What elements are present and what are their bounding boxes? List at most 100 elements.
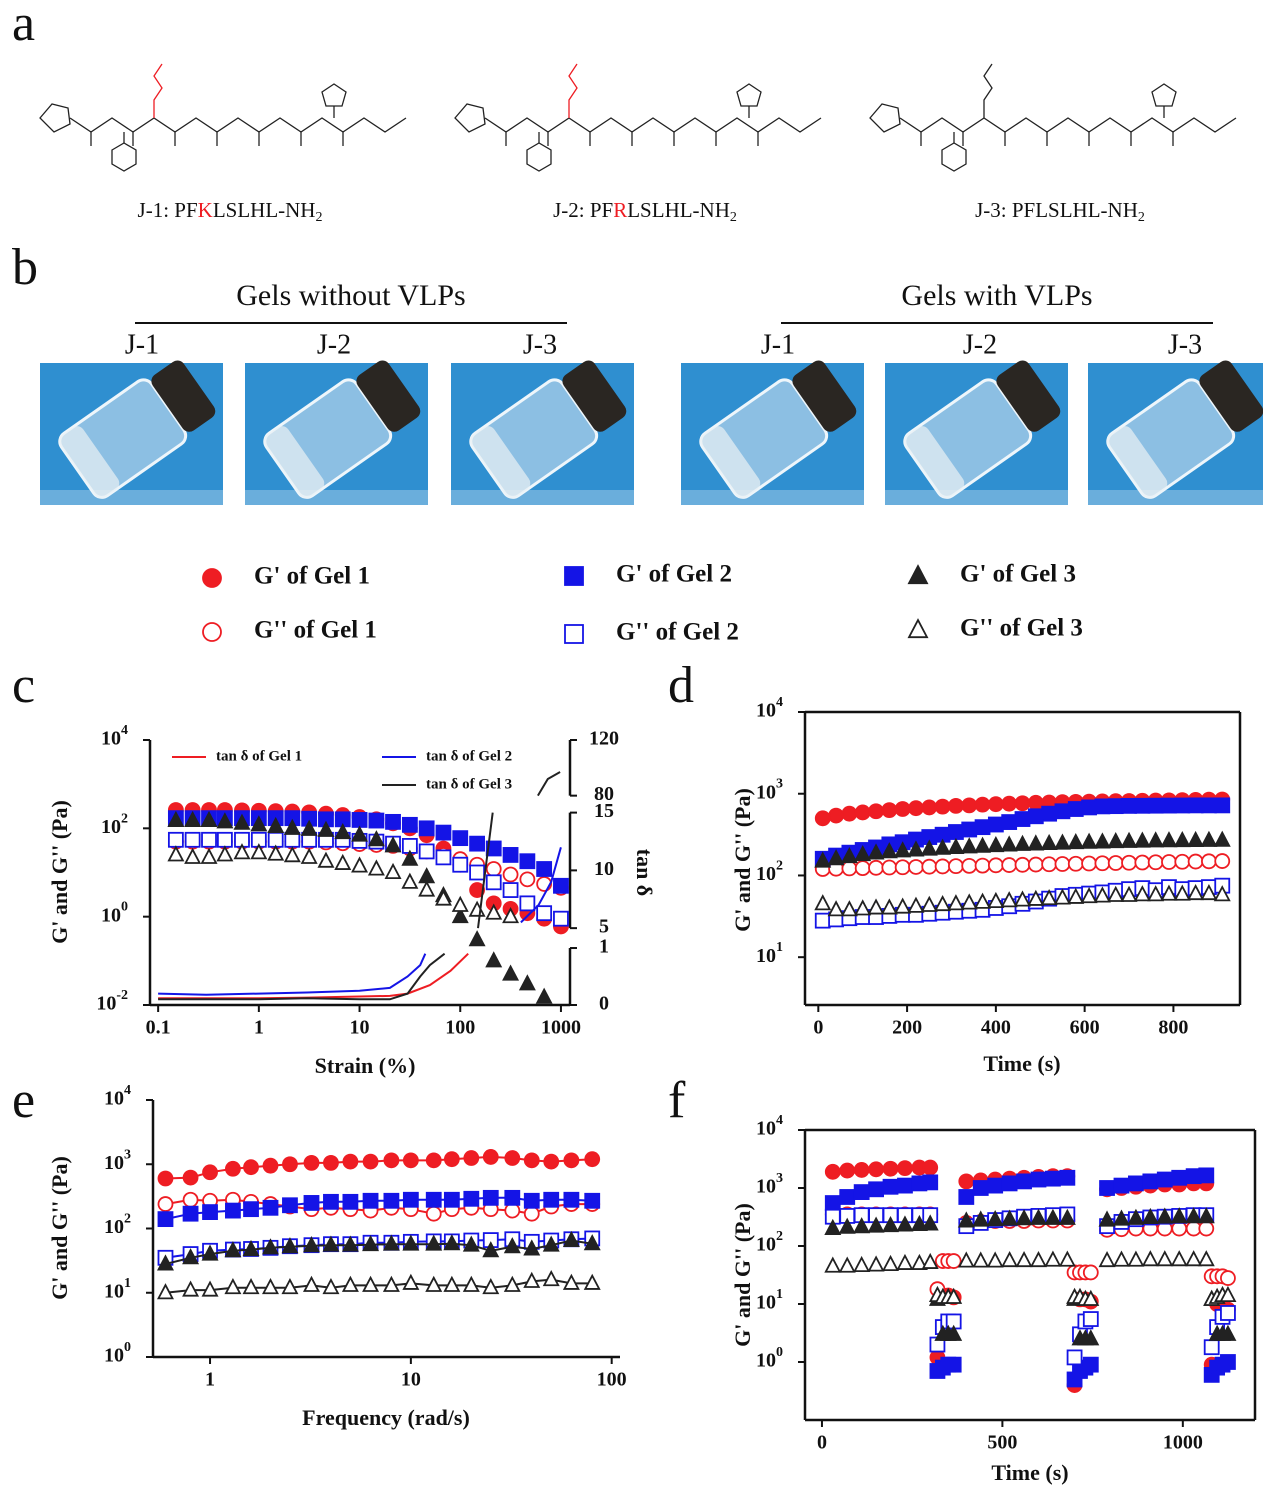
data-point	[443, 1191, 460, 1208]
data-point	[1015, 1250, 1033, 1268]
data-point	[894, 897, 912, 914]
data-point	[840, 900, 858, 917]
data-point	[469, 835, 485, 852]
data-point	[1203, 1339, 1220, 1356]
data-point	[1107, 832, 1125, 849]
data-point	[882, 1215, 900, 1233]
tick-exponent: 4	[121, 723, 128, 738]
data-point	[1000, 835, 1018, 852]
data-point	[1027, 808, 1044, 825]
data-point	[317, 820, 335, 837]
panel-letter: e	[12, 1072, 35, 1129]
peptide-label: J-1: PFKLSLHL-NH2	[138, 198, 323, 225]
data-point	[462, 1235, 480, 1252]
data-point	[523, 1152, 540, 1169]
data-point	[867, 898, 885, 915]
data-point	[536, 905, 553, 922]
group-title: Gels without VLPs	[236, 279, 465, 312]
data-point	[418, 880, 436, 897]
data-point	[284, 831, 301, 848]
data-point	[1000, 891, 1018, 908]
data-point	[519, 895, 536, 912]
data-point	[908, 859, 924, 875]
x-tick-label: 100	[445, 1017, 475, 1039]
data-point	[201, 831, 217, 848]
data-point	[1156, 1207, 1174, 1224]
data-point	[402, 1234, 420, 1251]
data-point	[1099, 1180, 1115, 1196]
data-point	[156, 1283, 174, 1300]
data-point	[281, 1278, 299, 1295]
y2-tick-label: 80	[594, 783, 614, 805]
data-point	[1213, 830, 1231, 847]
legend-marker	[564, 624, 584, 644]
data-point	[425, 1234, 443, 1251]
data-point	[854, 860, 871, 877]
data-point	[1027, 834, 1045, 851]
peptide-sequence: LSLHL-NH	[213, 198, 316, 222]
data-point	[233, 813, 251, 830]
data-point	[945, 1287, 963, 1304]
legend-label: G'' of Gel 1	[254, 617, 377, 644]
y-axis-title: G' and G'' (Pa)	[730, 1203, 755, 1347]
data-point	[225, 1160, 241, 1177]
data-point	[1082, 1356, 1099, 1373]
data-point	[182, 1280, 200, 1297]
data-point	[302, 1275, 320, 1292]
data-point	[853, 1255, 871, 1273]
data-point	[1121, 797, 1137, 814]
data-point	[1214, 853, 1231, 869]
vial-cap	[356, 360, 421, 432]
data-point	[1160, 831, 1178, 848]
data-point	[1201, 797, 1217, 814]
data-point	[200, 810, 218, 828]
data-point	[250, 815, 268, 832]
data-point	[563, 1152, 580, 1169]
photo-table	[885, 490, 1068, 505]
data-point	[824, 1195, 841, 1211]
photo-table	[1088, 490, 1263, 505]
data-point	[1027, 889, 1045, 906]
data-point	[1220, 1305, 1236, 1321]
peptide-sequence: J-2: PF	[553, 198, 613, 222]
data-point	[317, 851, 335, 868]
data-point	[910, 1214, 928, 1231]
data-point	[303, 1154, 320, 1171]
data-point	[401, 872, 419, 889]
x-tick-label: 0	[817, 1432, 827, 1454]
y2-tick-label: 15	[594, 800, 614, 822]
data-point	[1093, 886, 1111, 903]
data-point	[322, 1235, 340, 1252]
data-point	[443, 1275, 461, 1292]
data-point	[323, 1154, 339, 1171]
data-point	[1187, 830, 1205, 847]
data-point	[920, 895, 938, 912]
vial-gel	[1107, 426, 1168, 499]
data-point	[184, 810, 202, 828]
series-line	[165, 1239, 593, 1265]
data-point	[947, 894, 965, 911]
vial-gel	[264, 426, 325, 499]
y2-tick-label: 120	[589, 728, 619, 750]
data-point	[1016, 1173, 1032, 1190]
data-point	[382, 1275, 400, 1292]
data-point	[261, 1238, 279, 1255]
data-point	[485, 951, 503, 968]
peptide-label: J-2: PFRLSLHL-NH2	[553, 198, 737, 225]
data-point	[451, 907, 469, 924]
data-point	[1082, 1289, 1100, 1306]
data-point	[184, 831, 201, 848]
data-point	[425, 1275, 443, 1292]
x-axis-title: Time (s)	[991, 1460, 1068, 1485]
data-point	[1067, 855, 1084, 872]
data-point	[283, 846, 301, 863]
data-point	[1214, 797, 1231, 814]
data-point	[1200, 830, 1218, 847]
data-point	[452, 856, 469, 873]
vial-cap	[1199, 360, 1263, 432]
data-point	[987, 857, 1004, 874]
data-point	[267, 844, 285, 861]
data-point	[897, 1160, 913, 1177]
data-point	[1045, 1170, 1061, 1187]
data-point	[958, 1189, 975, 1205]
